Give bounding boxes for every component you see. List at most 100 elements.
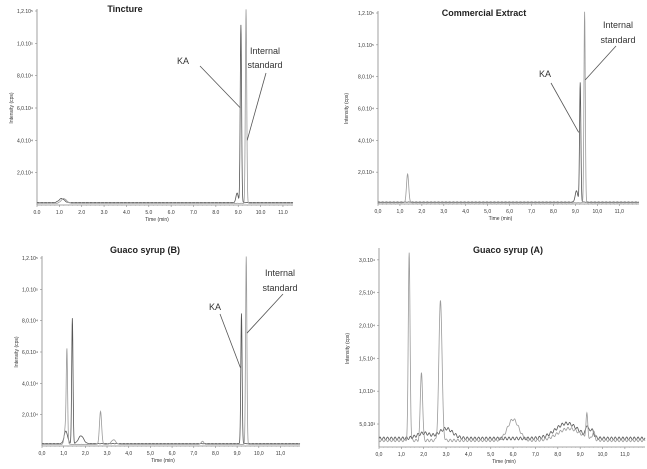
x-tick-label: 0,0 xyxy=(375,209,382,215)
x-tick-label: 7,0 xyxy=(532,452,539,458)
x-tick-label: 1,0 xyxy=(396,209,403,215)
chart-panel-4: 0,0 1,0 2,0 3,0 4,0 5,0 6,0 7,0 8,0 9,0 10,0 11,0 3,… xyxy=(345,245,646,465)
x-tick-label: 3,0 xyxy=(440,209,447,215)
y-tick-label: 1,2.10⁵ xyxy=(17,9,33,15)
y-tick-label: 1,0.10⁴ xyxy=(359,389,375,395)
y-tick-label: 1,2.10⁵ xyxy=(22,256,38,262)
y-tick-label: 6,0.10⁴ xyxy=(17,106,33,112)
x-axis-label: Time (min) xyxy=(489,216,513,222)
annotation-label: standard xyxy=(600,35,635,45)
series-line-1 xyxy=(41,313,301,445)
x-tick-label: 1,0 xyxy=(398,452,405,458)
annotation-label: Internal xyxy=(265,268,295,278)
y-tick-label: 8,0.10⁴ xyxy=(17,74,33,80)
x-tick-label: 5,0 xyxy=(487,452,494,458)
x-tick-label: 9,0 xyxy=(577,452,584,458)
series-line-2 xyxy=(36,9,294,204)
y-tick-label: 1,0.10⁵ xyxy=(22,287,38,293)
x-tick-label: 6.0 xyxy=(168,210,175,216)
annotation-leader-line xyxy=(550,82,580,133)
x-tick-label: 11,0 xyxy=(620,452,630,458)
x-tick-label: 8.0 xyxy=(212,210,219,216)
series-line-2 xyxy=(377,11,640,204)
y-tick-label: 4,0.10⁴ xyxy=(358,138,374,144)
chart-panel-1: 0.0 1.0 2.0 3.0 4.0 5.0 6.0 7.0 8.0 9.0 10.0 11.0 1,… xyxy=(9,4,294,223)
x-axis-label: Time (min) xyxy=(492,459,516,465)
chart-title: Guaco syrup (A) xyxy=(473,245,543,255)
y-tick-label: 4,0.10⁴ xyxy=(17,138,33,144)
y-tick-label: 8,0.10⁴ xyxy=(22,319,38,325)
chart-title: Guaco syrup (B) xyxy=(110,245,180,255)
x-tick-label: 2,0 xyxy=(420,452,427,458)
x-tick-label: 7.0 xyxy=(190,210,197,216)
annotation-leader-line xyxy=(199,65,241,109)
y-axis-label: Intensity (cps) xyxy=(344,93,350,124)
y-tick-label: 2,0.10⁴ xyxy=(358,170,374,176)
x-tick-label: 3.0 xyxy=(101,210,108,216)
series-line-1 xyxy=(377,82,640,203)
annotation-label: KA xyxy=(539,69,551,79)
y-tick-label: 4,0.10⁴ xyxy=(22,381,38,387)
x-tick-label: 9.0 xyxy=(235,210,242,216)
x-tick-label: 6,0 xyxy=(510,452,517,458)
x-tick-label: 0.0 xyxy=(34,210,41,216)
y-axis-label: Intensity (cps) xyxy=(14,336,20,367)
annotation-label: standard xyxy=(247,60,282,70)
y-tick-label: 2,0.10⁴ xyxy=(22,413,38,419)
x-tick-label: 5.0 xyxy=(145,210,152,216)
x-tick-label: 11.0 xyxy=(278,210,288,216)
y-tick-label: 1,5.10⁴ xyxy=(359,356,375,362)
y-tick-label: 1,2.10⁵ xyxy=(358,11,374,17)
x-tick-label: 1,0 xyxy=(60,451,67,457)
x-tick-label: 1.0 xyxy=(56,210,63,216)
x-tick-label: 6,0 xyxy=(506,209,513,215)
x-tick-label: 4.0 xyxy=(123,210,130,216)
x-tick-label: 5,0 xyxy=(484,209,491,215)
annotation-label: KA xyxy=(209,302,221,312)
x-tick-label: 4,0 xyxy=(462,209,469,215)
series-line-2 xyxy=(378,252,646,443)
x-tick-label: 6,0 xyxy=(169,451,176,457)
annotation-leader-line xyxy=(219,313,241,368)
y-tick-label: 2,0.10⁴ xyxy=(359,324,375,330)
y-axis-label: Intensity (cps) xyxy=(345,333,351,364)
x-tick-label: 4,0 xyxy=(125,451,132,457)
series-line-1 xyxy=(378,421,646,441)
y-tick-label: 1,0.10⁵ xyxy=(358,43,374,49)
y-tick-label: 6,0.10⁴ xyxy=(358,107,374,113)
x-tick-label: 4,0 xyxy=(465,452,472,458)
annotation-label: Internal xyxy=(250,46,280,56)
x-tick-label: 10,0 xyxy=(592,209,602,215)
annotation-label: standard xyxy=(262,283,297,293)
y-tick-label: 3,0.10⁴ xyxy=(359,258,375,264)
x-tick-label: 8,0 xyxy=(554,452,561,458)
chart-panel-2: 0,0 1,0 2,0 3,0 4,0 5,0 6,0 7,0 8,0 9,0 10,0 11,0 1,… xyxy=(344,8,640,222)
x-tick-label: 2.0 xyxy=(78,210,85,216)
x-tick-label: 10,0 xyxy=(598,452,608,458)
y-tick-label: 6,0.10⁴ xyxy=(22,350,38,356)
chart-title: Commercial Extract xyxy=(442,8,527,18)
y-tick-label: 8,0.10⁴ xyxy=(358,75,374,81)
x-tick-label: 2,0 xyxy=(418,209,425,215)
annotation-leader-line xyxy=(246,293,284,334)
series-line-2 xyxy=(41,256,301,445)
x-tick-label: 0,0 xyxy=(376,452,383,458)
annotation-label: Internal xyxy=(603,20,633,30)
y-tick-label: 2,5.10⁴ xyxy=(359,291,375,297)
x-tick-label: 11,0 xyxy=(615,209,625,215)
chart-panel-3: 0,0 1,0 2,0 3,0 4,0 5,0 6,0 7,0 8,0 9,0 10,0 11,0 1,… xyxy=(14,245,301,464)
y-tick-label: 1,0.10⁵ xyxy=(17,41,33,47)
x-tick-label: 10.0 xyxy=(256,210,266,216)
chart-title: Tincture xyxy=(107,4,142,14)
x-tick-label: 0,0 xyxy=(39,451,46,457)
annotation-label: KA xyxy=(177,56,189,66)
x-tick-label: 8,0 xyxy=(550,209,557,215)
x-axis-label: Time (min) xyxy=(151,458,175,464)
x-tick-label: 7,0 xyxy=(190,451,197,457)
x-tick-label: 10,0 xyxy=(254,451,264,457)
y-axis-label: Intensity (cps) xyxy=(9,92,15,123)
x-tick-label: 3,0 xyxy=(443,452,450,458)
x-tick-label: 8,0 xyxy=(212,451,219,457)
series-line-1 xyxy=(36,24,294,204)
